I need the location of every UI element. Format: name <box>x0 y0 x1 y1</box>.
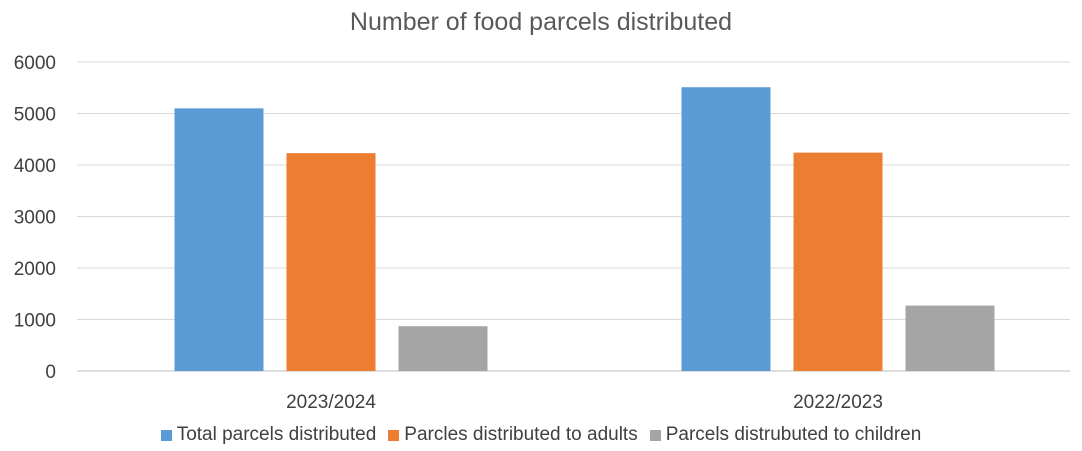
bar <box>286 153 376 371</box>
bar-chart: 0 1000 2000 3000 4000 5000 6000 2023/2024 2022/… <box>14 53 1070 413</box>
legend-item: Parcles distributed to adults <box>388 424 638 446</box>
legend-label: Parcels distrubuted to children <box>665 424 922 445</box>
bar <box>793 152 883 371</box>
x-tick-label: 2022/2023 <box>793 392 883 413</box>
bar <box>398 326 488 371</box>
bars <box>174 87 995 372</box>
bar <box>681 87 771 372</box>
y-tick-label: 2000 <box>14 259 56 280</box>
bar <box>905 305 995 371</box>
y-axis: 0 1000 2000 3000 4000 5000 6000 <box>14 53 56 383</box>
legend: Total parcels distributed Parcles distrib… <box>0 424 1082 446</box>
legend-label: Total parcels distributed <box>176 424 377 445</box>
legend-item: Parcels distrubuted to children <box>649 424 922 446</box>
legend-swatch <box>388 429 400 441</box>
y-tick-label: 4000 <box>14 156 56 177</box>
y-tick-label: 3000 <box>14 208 56 229</box>
x-axis: 2023/2024 2022/2023 <box>286 392 883 413</box>
chart-title: Number of food parcels distributed <box>349 8 733 36</box>
legend-item: Total parcels distributed <box>160 424 377 446</box>
bar <box>174 108 264 371</box>
x-tick-label: 2023/2024 <box>286 392 376 413</box>
y-tick-label: 0 <box>45 362 56 383</box>
y-tick-label: 6000 <box>14 53 56 74</box>
y-tick-label: 5000 <box>14 105 56 126</box>
y-tick-label: 1000 <box>14 311 56 332</box>
legend-swatch <box>649 429 661 441</box>
legend-swatch <box>160 429 172 441</box>
legend-label: Parcles distributed to adults <box>404 424 638 445</box>
